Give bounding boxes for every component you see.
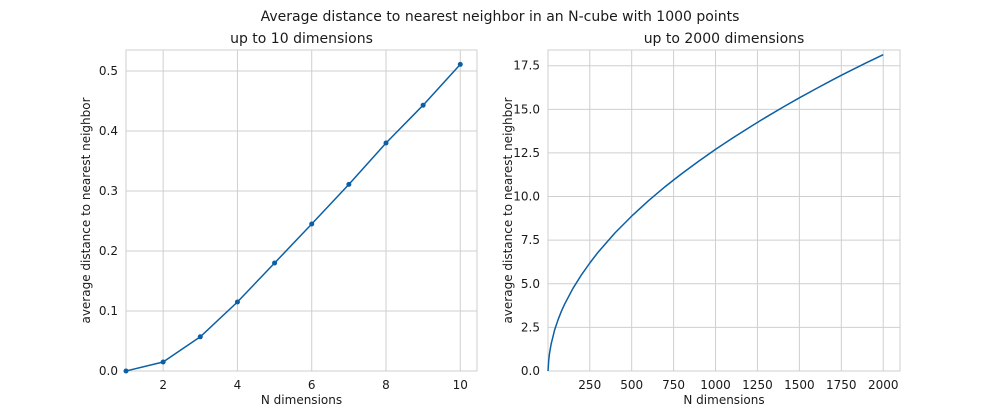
chart-1-xtick-label-4: 1250 (742, 378, 773, 392)
chart-1-ytick-label-2: 5.0 (521, 277, 540, 291)
chart-1-ytick-label-5: 12.5 (513, 146, 540, 160)
chart-0-point-5 (309, 221, 315, 227)
chart-0-point-1 (160, 359, 166, 365)
chart-1-xtick-label-6: 1750 (826, 378, 857, 392)
figure-suptitle: Average distance to nearest neighbor in … (261, 9, 740, 25)
chart-0-xtick-label-3: 8 (382, 378, 390, 392)
chart-1-xtick-label-5: 1500 (784, 378, 815, 392)
panel-left: 2 4 6 8 10 0.0 0.1 0.2 0.3 0.4 0.5 up to 10 dimensi… (79, 31, 478, 407)
chart-0-xtick-label-2: 6 (308, 378, 316, 392)
chart-1-xtick-label-1: 500 (620, 378, 643, 392)
chart-0-point-4 (272, 260, 278, 266)
chart-1-ytick-label-6: 15.0 (513, 102, 540, 116)
chart-1-title: up to 2000 dimensions (644, 31, 805, 47)
chart-1-ytick-label-3: 7.5 (521, 233, 540, 247)
chart-0-point-7 (383, 140, 389, 146)
chart-0-point-9 (457, 61, 463, 67)
chart-0-xtick-label-0: 2 (159, 378, 167, 392)
chart-0-point-3 (234, 299, 240, 305)
chart-1-xtick-label-3: 1000 (700, 378, 731, 392)
chart-1-frame (547, 49, 901, 372)
chart-0-series-0-line (125, 63, 461, 372)
chart-0-xtick-label-1: 4 (234, 378, 242, 392)
chart-0-ytick-label-4: 0.4 (99, 124, 118, 138)
chart-1-ytick-label-0: 0.0 (521, 364, 540, 378)
chart-1-ylabel: average distance to nearest neighbor (501, 97, 515, 323)
chart-0-ytick-label-2: 0.2 (99, 244, 118, 258)
chart-0-point-8 (420, 102, 426, 108)
chart-1-series-0-line (547, 54, 884, 372)
chart-0-frame (125, 49, 478, 372)
chart-1-ytick-label-7: 17.5 (513, 59, 540, 73)
chart-0-ytick-label-3: 0.3 (99, 184, 118, 198)
chart-1-xtick-label-2: 750 (662, 378, 685, 392)
chart-1-ytick-label-1: 2.5 (521, 320, 540, 334)
chart-0-ytick-label-0: 0.0 (99, 364, 118, 378)
chart-1-xtick-label-0: 250 (578, 378, 601, 392)
chart-0-title: up to 10 dimensions (230, 31, 373, 47)
chart-0-point-6 (346, 181, 352, 187)
chart-1-ytick-label-4: 10.0 (513, 190, 540, 204)
chart-0-grid (126, 50, 477, 372)
chart-0-xtick-label-4: 10 (453, 378, 468, 392)
chart-0-xlabel: N dimensions (261, 393, 342, 407)
panel-right: 250 500 750 1000 1250 1500 1750 2000 0.0 2.5 5.0 7.… (501, 31, 901, 407)
chart-1-xtick-label-7: 2000 (868, 378, 899, 392)
chart-1-grid (548, 50, 900, 372)
chart-0-ytick-label-1: 0.1 (99, 304, 118, 318)
chart-1-xlabel: N dimensions (683, 393, 764, 407)
chart-0-ylabel: average distance to nearest neighbor (79, 97, 93, 323)
chart-0-ytick-label-5: 0.5 (99, 64, 118, 78)
chart-0-point-2 (197, 334, 203, 340)
chart-0-point-0 (123, 368, 129, 374)
